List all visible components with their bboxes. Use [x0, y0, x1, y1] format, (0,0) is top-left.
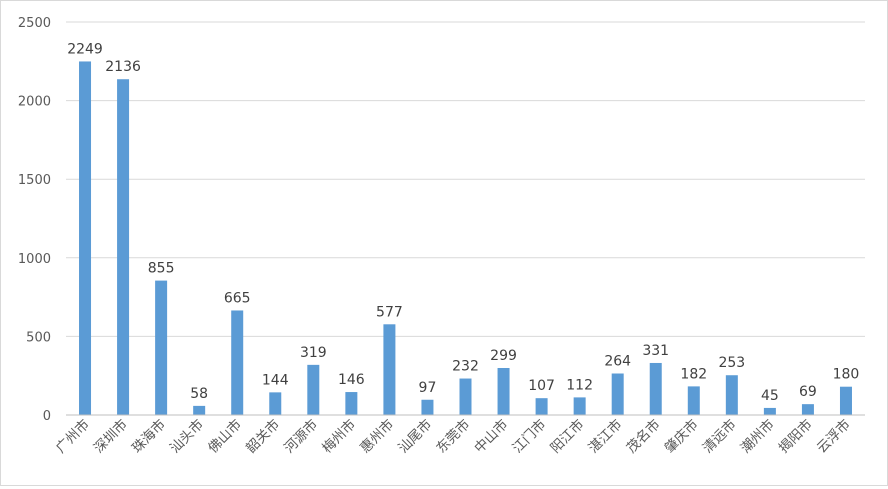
x-tick-label: 肇庆市	[661, 416, 702, 457]
bar	[497, 367, 510, 415]
bar	[421, 399, 434, 415]
data-label: 58	[190, 386, 208, 402]
y-axis-ticks: 0 500 1000 1500 2000 2500	[18, 16, 51, 424]
x-tick-label: 阳江市	[547, 416, 588, 457]
data-label: 180	[833, 367, 860, 383]
data-label: 577	[376, 304, 403, 320]
data-label: 144	[262, 372, 289, 388]
x-tick-label: 广州市	[52, 416, 93, 457]
y-tick-label: 1500	[18, 173, 51, 188]
y-tick-label: 2000	[18, 95, 51, 110]
bar	[535, 398, 548, 415]
x-tick-label: 惠州市	[357, 416, 398, 457]
data-label: 299	[490, 348, 517, 364]
bar	[687, 386, 700, 415]
x-tick-label: 深圳市	[90, 416, 131, 457]
data-label: 2249	[67, 41, 103, 57]
bar	[269, 392, 282, 415]
bar	[649, 362, 662, 415]
bar	[79, 61, 92, 415]
data-label: 855	[148, 261, 175, 277]
bars	[79, 61, 852, 416]
x-tick-label: 江门市	[509, 416, 550, 457]
bar	[231, 310, 244, 415]
data-label: 2136	[105, 59, 141, 75]
y-tick-label: 500	[26, 330, 51, 345]
x-tick-label: 河源市	[280, 416, 321, 457]
data-label: 97	[419, 380, 437, 396]
bar	[763, 407, 776, 415]
data-label: 331	[642, 343, 669, 359]
x-tick-label: 云浮市	[813, 416, 854, 457]
x-tick-label: 东莞市	[433, 416, 474, 457]
x-tick-label: 佛山市	[204, 416, 245, 457]
bar	[839, 386, 852, 415]
data-label: 45	[761, 388, 779, 404]
bar	[725, 375, 738, 415]
x-tick-label: 汕尾市	[395, 416, 436, 457]
bar	[383, 324, 396, 415]
x-tick-label: 潮州市	[737, 416, 778, 457]
x-tick-label: 湛江市	[585, 416, 626, 457]
x-tick-label: 中山市	[471, 416, 512, 457]
data-label: 107	[528, 378, 555, 394]
data-label: 232	[452, 359, 479, 375]
gridlines	[66, 21, 865, 337]
x-tick-label: 韶关市	[242, 416, 283, 457]
x-axis-categories: 广州市深圳市珠海市汕头市佛山市韶关市河源市梅州市惠州市汕尾市东莞市中山市江门市阳…	[52, 416, 854, 457]
bar	[193, 405, 206, 415]
bar	[307, 364, 320, 415]
bar	[345, 392, 358, 415]
x-tick-label: 梅州市	[319, 416, 360, 457]
bar	[117, 79, 130, 416]
bar	[573, 397, 586, 415]
bar	[611, 373, 624, 415]
y-tick-label: 1000	[18, 252, 51, 267]
y-tick-label: 0	[43, 409, 51, 424]
data-label: 146	[338, 372, 365, 388]
x-tick-label: 茂名市	[623, 416, 664, 457]
bar	[801, 404, 814, 415]
data-label: 319	[300, 345, 327, 361]
x-tick-label: 汕头市	[166, 416, 207, 457]
x-tick-label: 揭阳市	[775, 416, 816, 457]
x-tick-label: 珠海市	[128, 416, 169, 457]
data-label: 69	[799, 384, 817, 400]
bar	[459, 378, 472, 415]
data-label: 253	[718, 355, 745, 371]
y-tick-label: 2500	[18, 16, 51, 31]
data-label: 665	[224, 290, 251, 306]
x-tick-label: 清远市	[699, 416, 740, 457]
data-label: 182	[680, 366, 707, 382]
data-label: 264	[604, 353, 631, 369]
data-label: 112	[566, 377, 593, 393]
bar	[155, 280, 168, 415]
